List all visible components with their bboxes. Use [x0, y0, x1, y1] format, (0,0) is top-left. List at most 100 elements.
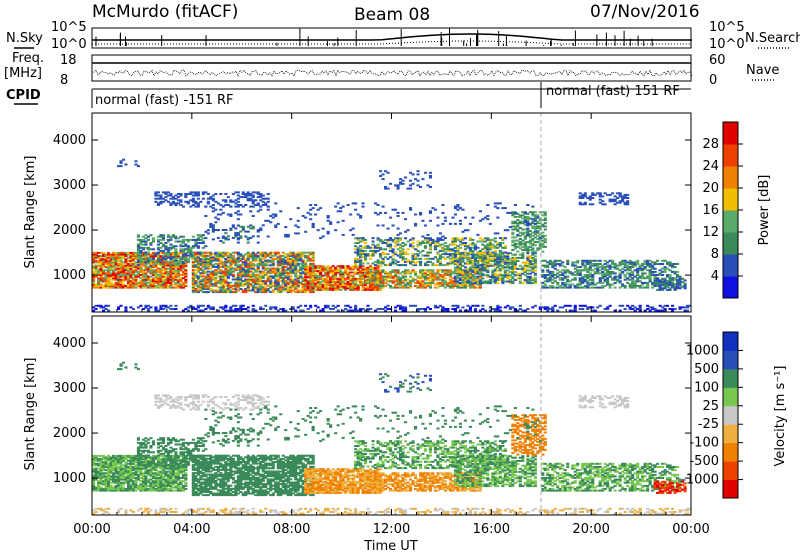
freq-label: Freq.	[12, 51, 44, 66]
power-cell	[136, 253, 140, 256]
power-cell	[284, 289, 288, 292]
power-cell	[221, 281, 225, 284]
power-cell	[114, 264, 118, 267]
power-cell	[618, 280, 622, 283]
power-cell	[186, 248, 190, 251]
power-cell	[209, 258, 213, 260]
power-cell	[156, 275, 160, 278]
power-cell	[176, 260, 180, 263]
power-cell	[139, 269, 143, 272]
power-cell	[196, 270, 200, 273]
power-cell	[114, 274, 118, 276]
power-cell	[234, 291, 238, 294]
power-cell	[124, 285, 128, 287]
power-cell	[154, 270, 158, 273]
power-cell	[209, 262, 213, 265]
power-cell	[144, 281, 148, 284]
power-cell	[219, 278, 223, 281]
power-cell	[131, 266, 135, 269]
power-cell	[107, 281, 111, 284]
power-cell	[169, 253, 173, 256]
power-cell	[216, 251, 220, 254]
power-cell	[404, 264, 408, 267]
power-cell	[281, 272, 285, 275]
power-cell	[196, 264, 200, 267]
noise-lines	[92, 28, 692, 46]
power-cell	[179, 256, 183, 259]
power-cell	[256, 281, 260, 284]
power-cell	[186, 309, 190, 312]
power-cell	[224, 253, 228, 256]
power-cell	[541, 231, 545, 234]
power-cell	[244, 272, 248, 275]
power-cell	[139, 256, 143, 259]
power-cell	[256, 291, 260, 294]
power-cell	[199, 272, 203, 275]
power-cell	[129, 274, 133, 276]
power-cell	[169, 235, 173, 238]
power-cell	[129, 275, 133, 278]
power-cell	[181, 283, 185, 286]
power-cell	[169, 259, 173, 262]
power-cell	[428, 175, 432, 177]
power-cell	[231, 251, 235, 254]
power-cell	[264, 262, 268, 265]
power-cell	[184, 251, 188, 254]
power-cell	[264, 251, 268, 254]
power-cell	[194, 243, 198, 246]
power-cell	[124, 255, 128, 258]
power-cell	[166, 248, 170, 251]
power-cell	[251, 272, 255, 275]
power-cell	[261, 288, 265, 290]
power-cell	[99, 275, 103, 278]
power-cell	[256, 256, 260, 259]
power-cell	[159, 234, 163, 237]
power-cell	[229, 284, 233, 287]
power-cell	[416, 179, 420, 182]
power-cell	[94, 266, 98, 269]
power-cell	[196, 251, 200, 254]
power-cell	[107, 283, 111, 286]
power-cell	[159, 280, 163, 283]
power-cell	[211, 253, 215, 256]
power-cell	[281, 267, 285, 270]
power-cell	[184, 285, 188, 287]
power-cell	[259, 254, 263, 257]
power-cell	[134, 264, 138, 267]
power-cell	[196, 269, 200, 272]
power-cell	[196, 267, 200, 270]
power-cell	[154, 306, 158, 309]
power-cell	[231, 261, 235, 264]
power-cell	[219, 253, 223, 256]
power-cell	[219, 265, 223, 268]
power-cell	[164, 256, 168, 259]
power-cell	[224, 291, 228, 294]
power-cell	[234, 258, 238, 260]
power-cell	[181, 257, 185, 260]
power-cell	[169, 275, 173, 278]
power-cell	[241, 291, 245, 294]
power-cell	[531, 247, 535, 250]
power-cell	[119, 256, 123, 259]
power-cell	[286, 269, 290, 272]
power-cell	[179, 251, 183, 254]
power-cell	[107, 269, 111, 272]
power-cell	[134, 256, 138, 259]
power-cell	[264, 288, 268, 290]
power-cell	[201, 304, 205, 307]
power-cell	[583, 201, 587, 204]
power-cell	[244, 273, 248, 276]
power-cell	[186, 260, 190, 263]
power-cell	[126, 280, 130, 283]
power-cell	[678, 275, 682, 278]
power-cell	[181, 274, 185, 276]
power-cell	[274, 278, 278, 281]
power-cell	[259, 261, 263, 264]
power-cell	[92, 270, 96, 273]
power-cell	[261, 273, 265, 276]
power-cell	[166, 278, 170, 281]
power-cell	[159, 269, 163, 272]
power-cell	[169, 280, 173, 283]
power-cell	[254, 283, 258, 286]
power-cell	[164, 277, 168, 280]
